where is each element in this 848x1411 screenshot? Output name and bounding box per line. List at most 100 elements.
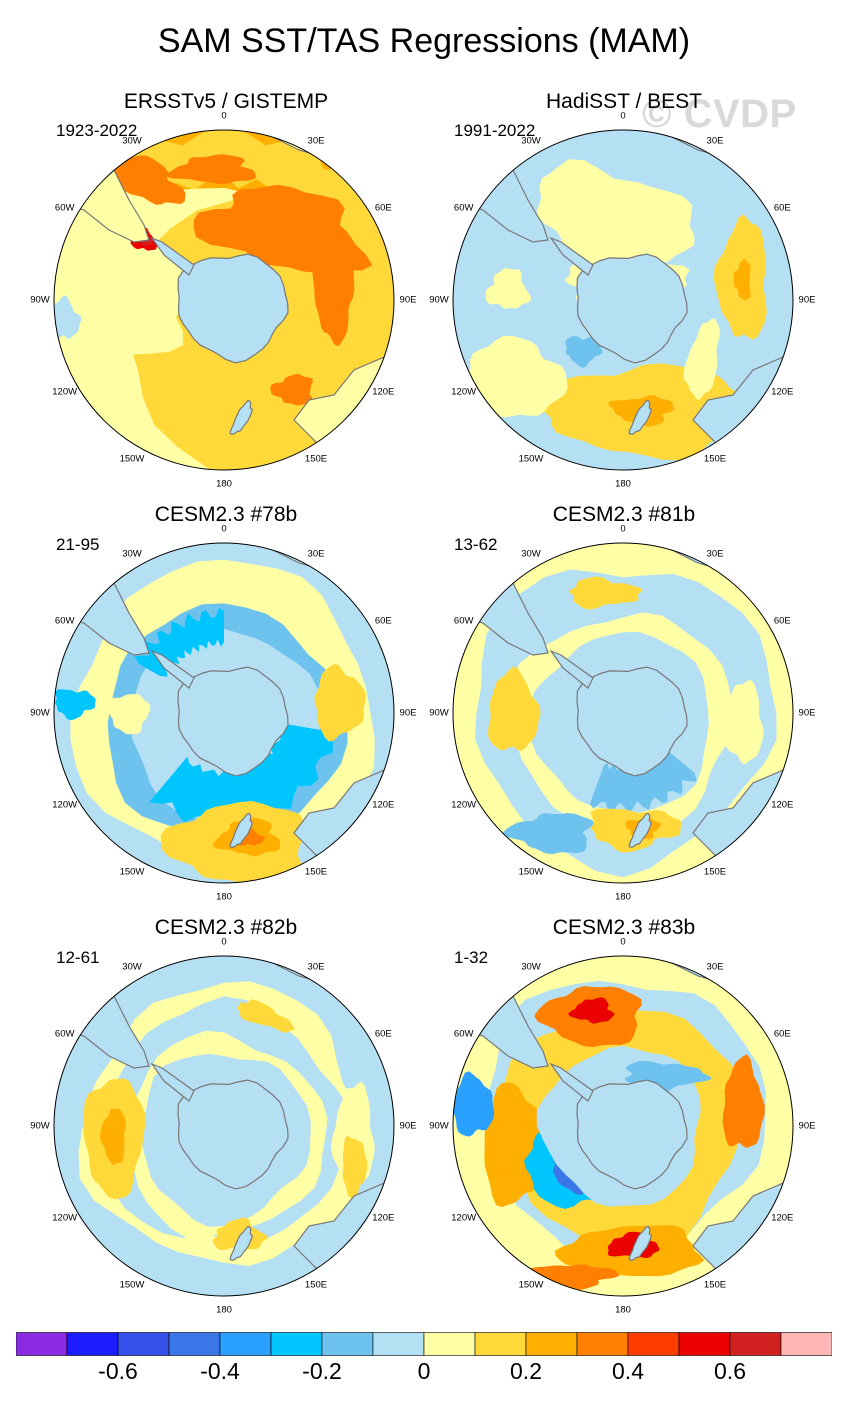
panel-period: 1991-2022 (454, 121, 536, 140)
anomaly-contour (134, 607, 224, 677)
polar-map (452, 955, 794, 1297)
longitude-label: 90E (399, 707, 417, 719)
longitude-label: 30E (307, 961, 325, 973)
longitude-label: 180 (615, 891, 631, 903)
anomaly-contour (54, 214, 196, 355)
longitude-label: 120E (771, 799, 794, 811)
map-border (452, 955, 794, 1297)
colorbar-tick-label: -0.2 (302, 1358, 342, 1384)
new-zealand (628, 1225, 652, 1261)
longitude-label: 150E (304, 1279, 328, 1291)
colorbar-swatch (423, 1332, 476, 1356)
antarctica (576, 253, 688, 364)
antarctic-peninsula (549, 236, 594, 276)
colorbar-swatch (117, 1332, 170, 1356)
longitude-label: 60W (54, 202, 75, 214)
polar-map (53, 542, 395, 884)
longitude-label: 60E (773, 615, 791, 627)
anomaly-contour (589, 749, 697, 814)
colorbar-swatch (729, 1332, 782, 1356)
anomaly-contour (484, 1082, 545, 1208)
longitude-label: 30W (122, 135, 142, 147)
longitude-label: 150W (518, 1279, 544, 1291)
panel-title: CESM2.3 #81b (552, 503, 696, 526)
longitude-label: 120W (451, 386, 477, 398)
panel-title: HadiSST / BEST (545, 90, 702, 113)
longitude-label: 60E (773, 1028, 791, 1040)
colorbar-swatch (678, 1332, 731, 1356)
longitude-label: 150E (304, 866, 328, 878)
longitude-label: 180 (216, 478, 232, 490)
anomaly-contour (314, 663, 367, 742)
anomaly-contour (733, 258, 751, 301)
colorbar-swatch (474, 1332, 527, 1356)
longitude-label: 0 (620, 110, 626, 122)
longitude-label: 60W (54, 1028, 75, 1040)
longitude-label: 120E (372, 799, 395, 811)
new-zealand (229, 812, 253, 848)
colorbar-swatch (219, 1332, 272, 1356)
longitude-label: 150E (703, 453, 727, 465)
anomaly-contour (485, 268, 532, 309)
longitude-label: 60E (374, 615, 392, 627)
antarctic-peninsula (150, 649, 195, 689)
longitude-label: 120E (771, 386, 794, 398)
anomaly-contour (502, 813, 594, 854)
antarctica (177, 666, 289, 777)
map-border (452, 542, 794, 884)
longitude-label: 60W (453, 1028, 474, 1040)
longitude-label: 30W (521, 548, 541, 560)
longitude-label: 30W (122, 548, 142, 560)
anomaly-contour (312, 238, 355, 347)
longitude-label: 30E (706, 135, 724, 147)
longitude-label: 60E (374, 1028, 392, 1040)
anomaly-contour (165, 154, 256, 185)
antarctica (576, 666, 688, 777)
anomaly-contour (683, 318, 720, 401)
anomaly-contour (488, 666, 541, 751)
anomaly-contour (722, 1054, 765, 1148)
polar-map (53, 955, 395, 1297)
map-border (452, 129, 794, 471)
colorbar-tick-label: 0.2 (510, 1358, 542, 1384)
longitude-label: 60E (374, 202, 392, 214)
anomaly-contour (55, 689, 96, 721)
anomaly-contour (719, 679, 764, 765)
longitude-label: 90W (429, 294, 449, 306)
longitude-label: 0 (620, 936, 626, 948)
new-zealand (229, 399, 253, 435)
new-zealand (628, 812, 652, 848)
longitude-label: 150W (518, 453, 544, 465)
panel-title: CESM2.3 #82b (154, 916, 298, 939)
anomaly-contour (212, 1217, 268, 1250)
colorbar-swatch (780, 1332, 832, 1356)
panel-period: 1923-2022 (56, 121, 138, 140)
anomaly-contour (536, 159, 695, 281)
longitude-label: 30E (706, 548, 724, 560)
longitude-label: 90W (30, 1120, 50, 1132)
new-zealand (229, 1225, 253, 1261)
longitude-label: 60W (54, 615, 75, 627)
longitude-label: 30W (521, 961, 541, 973)
longitude-label: 150E (304, 453, 328, 465)
longitude-label: 120W (52, 1212, 78, 1224)
colorbar-tick-label: -0.4 (200, 1358, 240, 1384)
longitude-label: 90W (30, 294, 50, 306)
panel-period: 12-61 (56, 948, 100, 967)
anomaly-contour (342, 1135, 368, 1199)
longitude-label: 120W (451, 1212, 477, 1224)
anomaly-contour (101, 154, 186, 205)
longitude-label: 150E (703, 866, 727, 878)
longitude-label: 30E (307, 135, 325, 147)
longitude-label: 90E (399, 1120, 417, 1132)
anomaly-contour (565, 336, 603, 368)
anomaly-contour (236, 999, 295, 1033)
anomaly-contour (568, 997, 615, 1024)
colorbar-tick-label: 0 (417, 1358, 431, 1384)
longitude-label: 0 (620, 523, 626, 535)
longitude-label: 30W (122, 961, 142, 973)
colorbar-swatch (372, 1332, 425, 1356)
anomaly-contour (270, 373, 313, 406)
longitude-label: 180 (615, 478, 631, 490)
longitude-label: 90W (429, 707, 449, 719)
